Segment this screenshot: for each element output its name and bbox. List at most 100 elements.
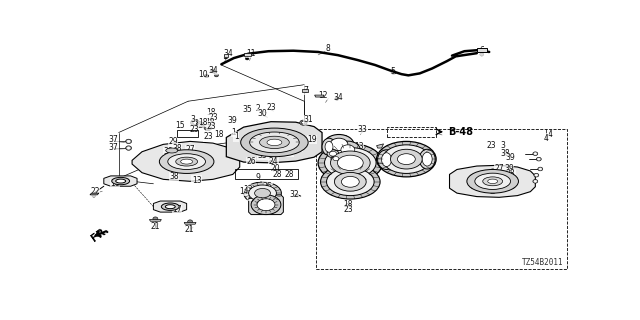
Ellipse shape [533, 180, 538, 183]
Ellipse shape [267, 139, 282, 146]
Ellipse shape [325, 141, 333, 152]
Ellipse shape [196, 122, 204, 128]
Polygon shape [150, 220, 161, 221]
Ellipse shape [168, 154, 205, 170]
Text: 39: 39 [504, 164, 514, 173]
Ellipse shape [165, 205, 175, 209]
Ellipse shape [257, 199, 275, 211]
Ellipse shape [470, 174, 476, 178]
Ellipse shape [301, 121, 305, 124]
Ellipse shape [538, 158, 540, 160]
Ellipse shape [327, 150, 339, 158]
Polygon shape [477, 47, 486, 52]
Ellipse shape [153, 217, 158, 220]
Text: 26: 26 [338, 135, 348, 144]
Text: 34: 34 [333, 93, 343, 102]
Text: 25: 25 [248, 192, 257, 201]
Text: 23: 23 [189, 125, 199, 134]
Text: 34: 34 [208, 66, 218, 75]
Ellipse shape [211, 69, 216, 73]
Text: 11: 11 [246, 49, 256, 58]
Ellipse shape [161, 203, 179, 210]
Text: 13: 13 [192, 176, 202, 185]
Polygon shape [315, 95, 324, 97]
Text: 12: 12 [318, 91, 328, 100]
Text: 38: 38 [172, 144, 182, 153]
Text: 8: 8 [326, 44, 330, 53]
Ellipse shape [534, 153, 536, 155]
Polygon shape [184, 222, 196, 224]
Ellipse shape [206, 126, 210, 129]
Text: 37: 37 [109, 135, 118, 144]
Bar [235, 170, 298, 179]
Text: 14: 14 [284, 147, 293, 156]
Text: 16: 16 [110, 179, 120, 188]
Ellipse shape [483, 177, 502, 186]
Text: 17: 17 [172, 205, 182, 214]
Ellipse shape [383, 145, 430, 173]
Polygon shape [104, 176, 137, 186]
Polygon shape [249, 195, 284, 215]
Ellipse shape [335, 141, 360, 158]
Ellipse shape [390, 149, 422, 169]
Ellipse shape [536, 157, 541, 161]
Text: FR.: FR. [89, 225, 111, 244]
Ellipse shape [510, 185, 515, 188]
Ellipse shape [470, 185, 476, 188]
Ellipse shape [341, 145, 355, 155]
Ellipse shape [269, 161, 273, 164]
Text: 23: 23 [343, 205, 353, 214]
Text: 23: 23 [208, 113, 218, 122]
Ellipse shape [260, 136, 289, 148]
Ellipse shape [166, 148, 178, 153]
Ellipse shape [224, 56, 228, 59]
Polygon shape [449, 165, 535, 197]
Text: 24: 24 [269, 157, 278, 166]
Ellipse shape [214, 74, 218, 77]
Ellipse shape [346, 204, 350, 207]
Text: 30: 30 [258, 109, 268, 118]
Ellipse shape [341, 176, 359, 187]
Text: 4: 4 [544, 134, 548, 143]
Text: 33: 33 [258, 151, 268, 160]
Text: 36: 36 [260, 196, 269, 205]
Ellipse shape [304, 89, 307, 91]
Text: 3: 3 [500, 141, 505, 150]
Text: 33: 33 [358, 125, 367, 134]
Text: 7: 7 [303, 86, 308, 95]
Bar [177, 130, 198, 138]
Text: 34: 34 [223, 49, 233, 58]
Ellipse shape [475, 173, 511, 189]
Text: 26: 26 [246, 157, 256, 166]
Text: 39: 39 [506, 153, 515, 162]
Text: B-48: B-48 [448, 127, 473, 137]
Ellipse shape [251, 195, 281, 215]
Ellipse shape [324, 134, 354, 154]
Ellipse shape [321, 164, 380, 199]
Ellipse shape [330, 151, 370, 175]
Ellipse shape [159, 150, 214, 173]
Ellipse shape [378, 150, 396, 170]
Text: 1: 1 [232, 128, 236, 137]
Ellipse shape [176, 157, 198, 166]
Ellipse shape [300, 120, 307, 125]
Text: 36: 36 [262, 187, 273, 196]
Polygon shape [244, 53, 251, 56]
Ellipse shape [116, 179, 125, 183]
Polygon shape [376, 144, 383, 148]
Ellipse shape [92, 194, 96, 197]
Ellipse shape [175, 153, 179, 156]
Text: 37: 37 [109, 143, 118, 152]
Text: 2: 2 [255, 104, 260, 113]
Text: 13: 13 [354, 142, 364, 151]
Ellipse shape [270, 161, 272, 163]
Ellipse shape [191, 119, 200, 126]
Ellipse shape [318, 144, 383, 182]
Text: 18: 18 [207, 108, 216, 117]
Ellipse shape [467, 170, 518, 193]
Text: 38: 38 [500, 149, 510, 158]
Ellipse shape [204, 74, 209, 77]
Ellipse shape [337, 155, 364, 171]
Text: 29: 29 [168, 137, 178, 146]
Ellipse shape [331, 155, 341, 162]
